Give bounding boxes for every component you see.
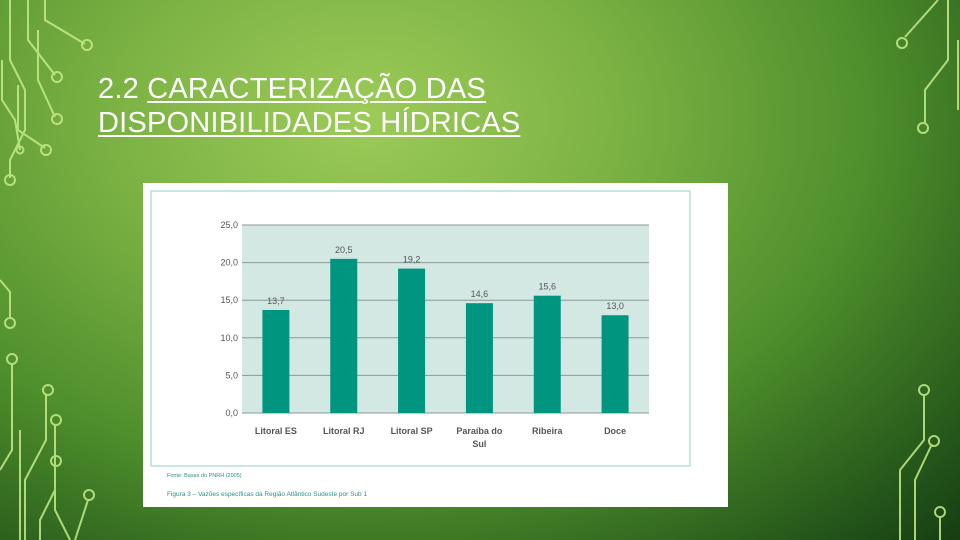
x-category-label: Litoral RJ (323, 426, 365, 436)
bar-value-label: 13,0 (606, 301, 624, 311)
y-tick-label: 0,0 (225, 408, 238, 418)
chart-figure: 0,0 5,0 10,0 15,0 20,0 25,0 13,7 20,5 19,2 14,6 1… (143, 183, 728, 507)
bar (330, 258, 358, 413)
x-category-label: Litoral SP (391, 426, 433, 436)
title-number: 2.2 (98, 73, 139, 105)
bar (533, 295, 561, 413)
slide-title: 2.2 CARACTERIZAÇÃO DAS DISPONIBILIDADES … (98, 72, 520, 140)
bar (601, 315, 629, 413)
plot-area (242, 225, 649, 413)
x-category-label: Paraíba do Sul (456, 426, 503, 449)
bar-value-label: 19,2 (403, 255, 421, 265)
x-category-label: Ribeira (532, 426, 564, 436)
bar-value-label: 13,7 (267, 296, 285, 306)
y-tick-label: 15,0 (220, 295, 238, 305)
figure-caption: Figura 3 – Vazões específicas da Região … (167, 491, 367, 498)
x-category-label: Litoral ES (255, 426, 297, 436)
title-line-1: CARACTERIZAÇÃO DAS (147, 73, 486, 105)
bar-value-label: 14,6 (471, 289, 489, 299)
y-tick-label: 25,0 (220, 220, 238, 230)
bar-chart: 0,0 5,0 10,0 15,0 20,0 25,0 13,7 20,5 19,2 14,6 1… (150, 190, 691, 498)
figure-frame (150, 190, 691, 467)
bar (398, 268, 426, 413)
bar (262, 309, 290, 413)
bar-value-label: 15,6 (538, 282, 556, 292)
bar (465, 303, 493, 413)
figure-source: Fonte: Bases do PNRH (2005) (167, 473, 242, 479)
title-line-2: DISPONIBILIDADES HÍDRICAS (98, 107, 521, 139)
y-tick-label: 20,0 (220, 258, 238, 268)
y-tick-label: 10,0 (220, 333, 238, 343)
y-tick-label: 5,0 (225, 370, 238, 380)
bar-value-label: 20,5 (335, 245, 353, 255)
x-category-label: Doce (604, 426, 626, 436)
